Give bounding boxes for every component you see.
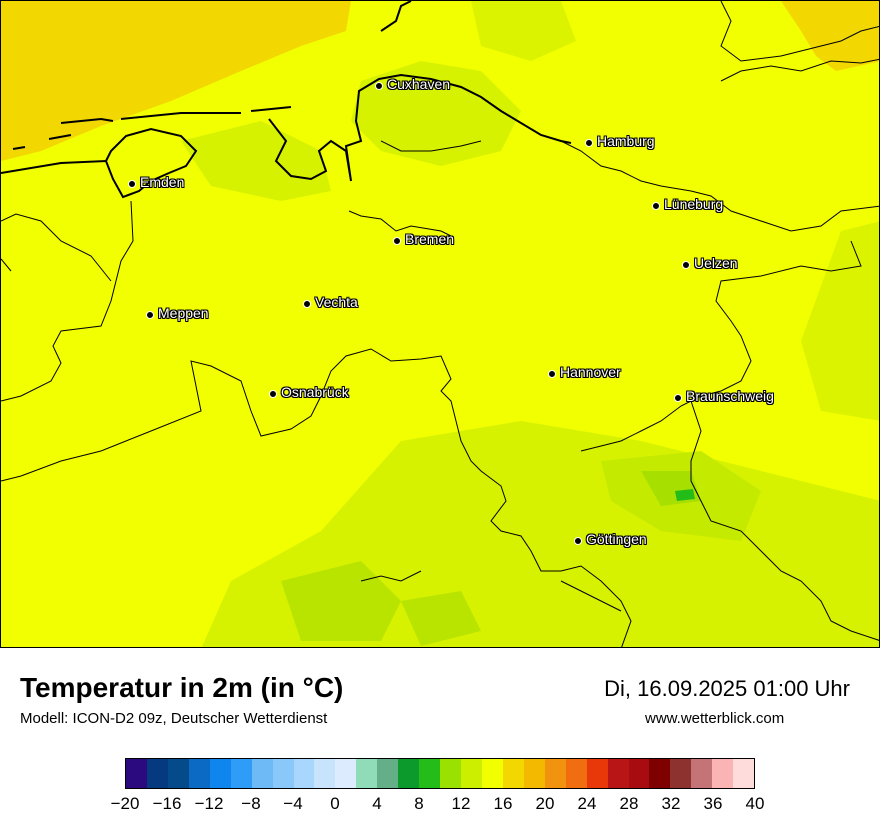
legend-tick-label: 32 [661, 794, 681, 813]
legend-tick-label: 8 [414, 794, 424, 813]
legend-color-cell [377, 759, 399, 788]
legend-color-cell [293, 759, 315, 788]
sea-area-baltic [781, 1, 879, 71]
legend-color-cell [126, 759, 147, 788]
city-label: Meppen [158, 305, 209, 321]
legend-color-cell [691, 759, 713, 788]
city-marker [674, 394, 682, 402]
legend-color-cell [188, 759, 210, 788]
legend-color-cell [544, 759, 566, 788]
city-label: Emden [140, 174, 185, 190]
model-info: Modell: ICON-D2 09z, Deutscher Wetterdie… [20, 710, 328, 727]
city-marker [375, 82, 383, 90]
legend-tick-label: 0 [330, 794, 340, 813]
city-label: Uelzen [694, 255, 738, 271]
legend-color-cell [251, 759, 273, 788]
legend-tick-label: 16 [493, 794, 513, 813]
city-label: Lüneburg [664, 196, 724, 212]
legend-color-cell [523, 759, 545, 788]
legend-color-cell [670, 759, 692, 788]
legend-tick-label: 36 [703, 794, 723, 813]
city-label: Hannover [560, 364, 621, 380]
sea-area-north [1, 1, 351, 161]
city-label: Göttingen [586, 531, 647, 547]
legend-color-cell [230, 759, 252, 788]
temperature-patch [351, 61, 521, 166]
map-title: Temperatur in 2m (in °C) [20, 672, 344, 703]
legend-color-cell [335, 759, 357, 788]
legend-tick-labels: −20 −16 −12 −8 −4 0 4 8 12 16 20 24 28 32 36 40 [111, 794, 765, 816]
legend-color-cell [565, 759, 587, 788]
color-scale-legend [125, 758, 755, 789]
legend-color-cell [272, 759, 294, 788]
city-marker [574, 537, 582, 545]
legend-color-cell [649, 759, 671, 788]
city-label: Hamburg [597, 133, 655, 149]
temperature-patch [675, 489, 695, 501]
legend-color-cell [419, 759, 441, 788]
legend-tick-label: 28 [619, 794, 639, 813]
city-marker [269, 390, 277, 398]
legend-color-cell [167, 759, 189, 788]
legend-tick-label: 4 [372, 794, 382, 813]
temperature-patch [801, 221, 879, 421]
city-label: Vechta [315, 294, 358, 310]
legend-color-cell [586, 759, 608, 788]
legend-tick-label: 40 [745, 794, 765, 813]
city-label: Braunschweig [686, 388, 774, 404]
legend-color-cell [733, 759, 755, 788]
legend-tick-label: −20 [110, 794, 140, 813]
legend-tick-label: 12 [451, 794, 471, 813]
legend-color-cell [146, 759, 168, 788]
city-label: Cuxhaven [387, 76, 451, 92]
temperature-patch [471, 1, 576, 61]
legend-color-cell [209, 759, 231, 788]
legend-tick-label: 24 [577, 794, 597, 813]
legend-color-cell [356, 759, 378, 788]
city-marker [393, 237, 401, 245]
temperature-patch [401, 591, 481, 646]
temperature-patch [281, 561, 401, 641]
city-marker [585, 139, 593, 147]
city-marker [146, 311, 154, 319]
city-label: Osnabrück [281, 384, 349, 400]
legend-tick-label: 20 [535, 794, 555, 813]
legend-tick-label: −16 [152, 794, 182, 813]
temperature-patch [181, 121, 331, 201]
legend-color-cell [628, 759, 650, 788]
city-marker [682, 261, 690, 269]
city-marker [548, 370, 556, 378]
legend-tick-label: −8 [241, 794, 261, 813]
legend-tick-label: −12 [194, 794, 224, 813]
legend-color-cell [461, 759, 482, 788]
city-label: Bremen [405, 231, 455, 247]
city-marker [128, 180, 136, 188]
website-link[interactable]: www.wetterblick.com [645, 710, 785, 727]
coastline [1, 1, 572, 199]
legend-color-cell [314, 759, 336, 788]
city-marker [652, 202, 660, 210]
weather-map [0, 0, 880, 648]
legend-color-cell [607, 759, 629, 788]
forecast-datetime: Di, 16.09.2025 01:00 Uhr [604, 676, 850, 701]
legend-color-cell [481, 759, 503, 788]
city-marker [303, 300, 311, 308]
legend-color-cell [440, 759, 461, 788]
legend-color-cell [398, 759, 420, 788]
legend-tick-label: −4 [283, 794, 303, 813]
temperature-field [1, 1, 879, 647]
legend-color-cell [712, 759, 734, 788]
legend-color-cell [502, 759, 524, 788]
borders [1, 1, 879, 647]
